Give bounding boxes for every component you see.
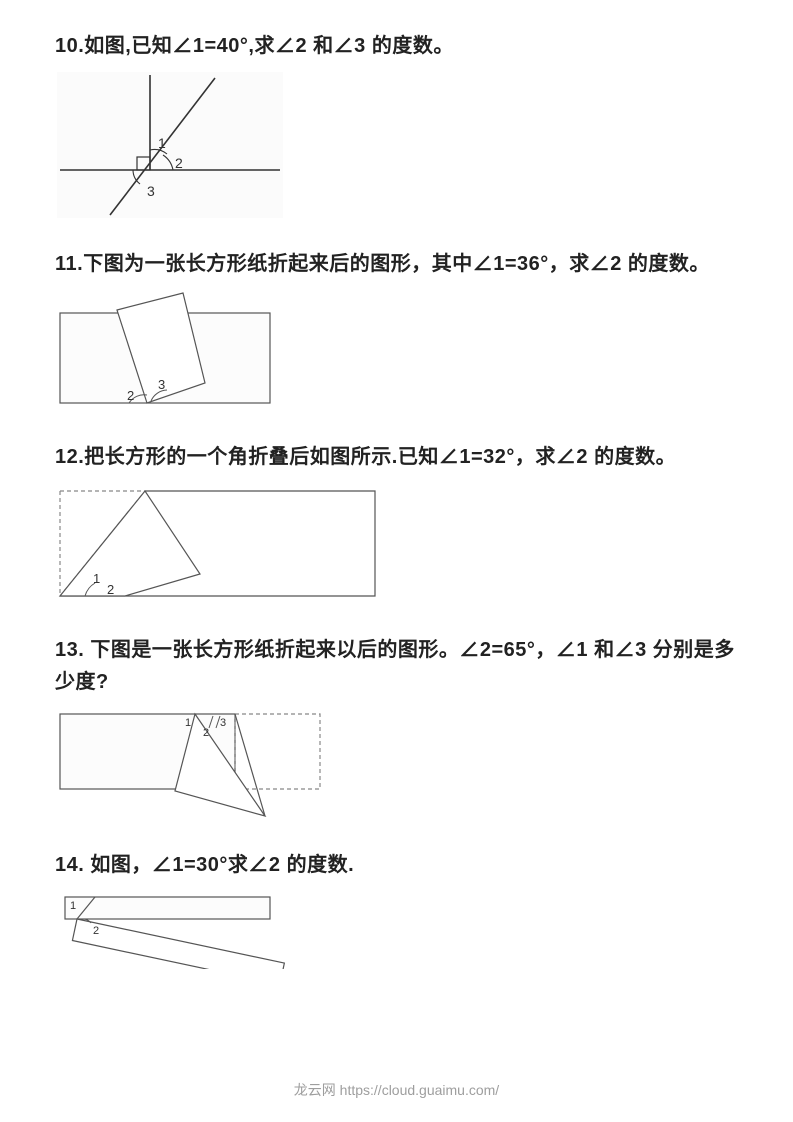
problem-14-figure: 1 2	[55, 889, 738, 969]
angle-2-label: 2	[107, 582, 114, 597]
problem-13: 13. 下图是一张长方形纸折起来以后的图形。∠2=65°，∠1 和∠3 分别是多…	[55, 634, 738, 821]
footer-text: 龙云网 https://cloud.guaimu.com/	[0, 1080, 793, 1100]
fold-diagram-icon: 1 2	[55, 481, 385, 606]
problem-13-figure: 1 2 3	[55, 706, 738, 821]
angle-3-label: 3	[220, 717, 226, 729]
problem-14: 14. 如图，∠1=30°求∠2 的度数. 1 2	[55, 849, 738, 969]
problem-11: 11.下图为一张长方形纸折起来后的图形，其中∠1=36°，求∠2 的度数。 2 …	[55, 248, 738, 413]
angle-1-label: 1	[185, 717, 191, 729]
fold-diagram-icon: 1 2	[55, 889, 300, 969]
problem-14-text: 14. 如图，∠1=30°求∠2 的度数.	[55, 849, 738, 881]
angle-2-label: 2	[93, 925, 99, 937]
angle-3-label: 3	[147, 183, 155, 199]
problem-10-text: 10.如图,已知∠1=40°,求∠2 和∠3 的度数。	[55, 30, 738, 62]
problem-12-text: 12.把长方形的一个角折叠后如图所示.已知∠1=32°，求∠2 的度数。	[55, 441, 738, 473]
problem-13-text: 13. 下图是一张长方形纸折起来以后的图形。∠2=65°，∠1 和∠3 分别是多…	[55, 634, 738, 698]
problem-12-figure: 1 2	[55, 481, 738, 606]
angle-diagram-icon: 1 2 3	[55, 70, 285, 220]
fold-diagram-icon: 2 3	[55, 288, 280, 413]
angle-2-label: 2	[127, 388, 134, 403]
angle-3-label: 3	[158, 377, 165, 392]
fold-diagram-icon: 1 2 3	[55, 706, 330, 821]
angle-2-label: 2	[203, 727, 209, 739]
problem-11-figure: 2 3	[55, 288, 738, 413]
angle-1-label: 1	[93, 571, 100, 586]
angle-1-label: 1	[70, 900, 76, 912]
angle-1-label: 1	[158, 135, 166, 151]
problem-11-text: 11.下图为一张长方形纸折起来后的图形，其中∠1=36°，求∠2 的度数。	[55, 248, 738, 280]
problem-10-figure: 1 2 3	[55, 70, 738, 220]
angle-2-label: 2	[175, 155, 183, 171]
page: 10.如图,已知∠1=40°,求∠2 和∠3 的度数。 1	[0, 0, 793, 1122]
problem-10: 10.如图,已知∠1=40°,求∠2 和∠3 的度数。 1	[55, 30, 738, 220]
problem-12: 12.把长方形的一个角折叠后如图所示.已知∠1=32°，求∠2 的度数。 1 2	[55, 441, 738, 606]
